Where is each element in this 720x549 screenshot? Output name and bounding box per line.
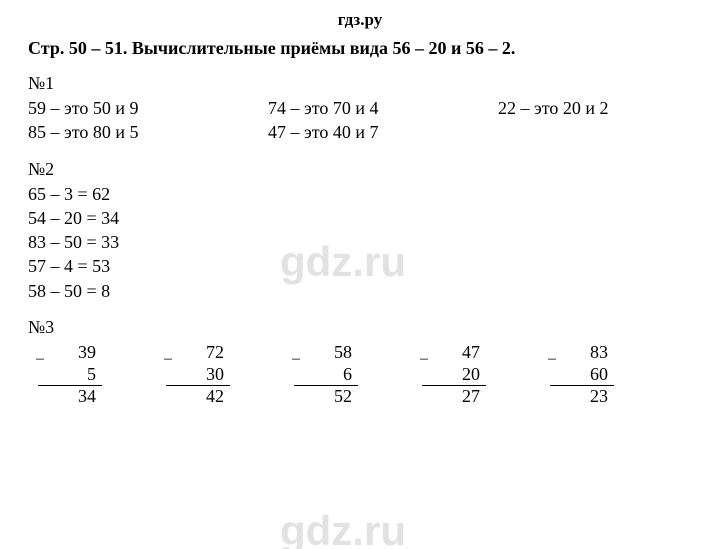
sub2-res: 42: [166, 386, 230, 408]
sub5-mid: 60: [550, 364, 614, 387]
task1-col3-line1: 22 – это 20 и 2: [498, 96, 692, 120]
task2-line1: 65 – 3 = 62: [28, 182, 692, 206]
sub1-mid: 5: [38, 364, 102, 387]
task1-content: 59 – это 50 и 9 85 – это 80 и 5 74 – это…: [28, 96, 692, 145]
sub3-mid: 6: [294, 364, 358, 387]
sub4-top: 47: [422, 342, 486, 364]
task1-col2-line2: 47 – это 40 и 7: [268, 120, 498, 144]
minus-sign: –: [548, 350, 556, 368]
subtract-block-1: – 39 5 34: [38, 342, 102, 408]
minus-sign: –: [36, 350, 44, 368]
task2-line2: 54 – 20 = 34: [28, 206, 692, 230]
sub2-mid: 30: [166, 364, 230, 387]
watermark-2: gdz.ru: [280, 507, 406, 549]
task1-col2-line1: 74 – это 70 и 4: [268, 96, 498, 120]
task3-label: №3: [28, 317, 692, 338]
subtract-block-2: – 72 30 42: [166, 342, 230, 408]
task2-line5: 58 – 50 = 8: [28, 279, 692, 303]
minus-sign: –: [164, 350, 172, 368]
sub5-res: 23: [550, 386, 614, 408]
sub1-top: 39: [38, 342, 102, 364]
subtract-block-5: – 83 60 23: [550, 342, 614, 408]
sub3-res: 52: [294, 386, 358, 408]
sub2-top: 72: [166, 342, 230, 364]
sub4-res: 27: [422, 386, 486, 408]
minus-sign: –: [292, 350, 300, 368]
sub5-top: 83: [550, 342, 614, 364]
minus-sign: –: [420, 350, 428, 368]
task2-label: №2: [28, 159, 692, 180]
sub1-res: 34: [38, 386, 102, 408]
sub3-top: 58: [294, 342, 358, 364]
task2-line4: 57 – 4 = 53: [28, 254, 692, 278]
subtract-block-4: – 47 20 27: [422, 342, 486, 408]
site-header: гдз.ру: [28, 10, 692, 30]
task2-content: 65 – 3 = 62 54 – 20 = 34 83 – 50 = 33 57…: [28, 182, 692, 303]
page-title: Стр. 50 – 51. Вычислительные приёмы вида…: [28, 38, 692, 59]
task1-label: №1: [28, 73, 692, 94]
task3-content: – 39 5 34 – 72 30 42 – 58 6 52 – 47 20 2…: [28, 342, 692, 408]
task2-line3: 83 – 50 = 33: [28, 230, 692, 254]
sub4-mid: 20: [422, 364, 486, 387]
task1-col1-line1: 59 – это 50 и 9: [28, 96, 268, 120]
subtract-block-3: – 58 6 52: [294, 342, 358, 408]
task1-col1-line2: 85 – это 80 и 5: [28, 120, 268, 144]
